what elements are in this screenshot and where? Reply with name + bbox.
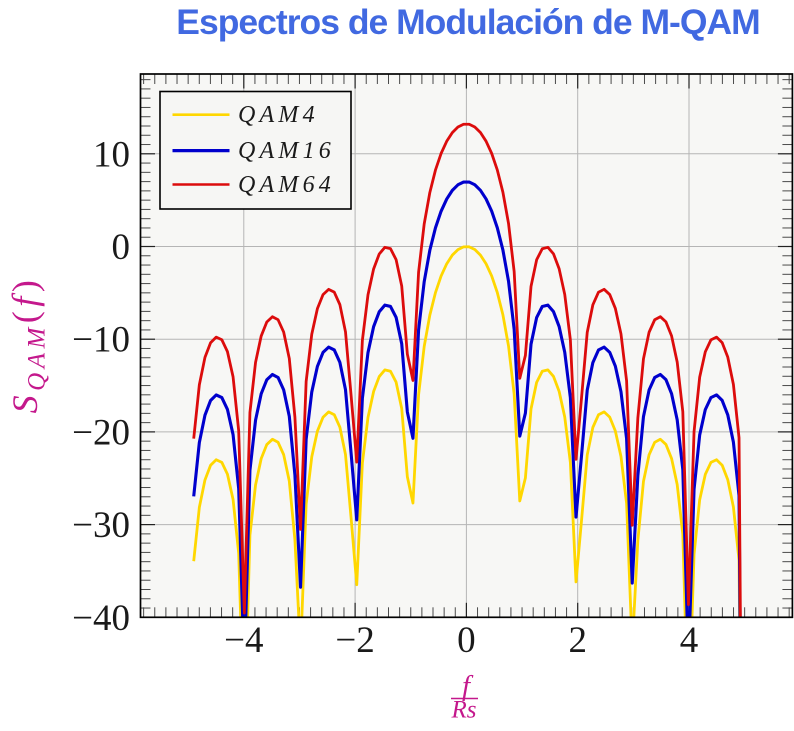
svg-text:−30: −30 [72, 505, 130, 546]
svg-text:10: 10 [93, 134, 130, 175]
svg-text:−40: −40 [72, 598, 130, 639]
svg-text:QAM64: QAM64 [238, 172, 335, 198]
svg-text:−10: −10 [72, 320, 130, 361]
svg-text:Rs: Rs [451, 697, 477, 724]
svg-text:QAM16: QAM16 [238, 138, 335, 164]
svg-text:0: 0 [112, 227, 131, 268]
svg-text:2: 2 [568, 620, 587, 661]
svg-text:4: 4 [680, 620, 699, 661]
svg-text:−4: −4 [224, 620, 263, 661]
svg-text:−20: −20 [72, 412, 130, 453]
svg-text:QAM4: QAM4 [238, 102, 319, 128]
svg-text:0: 0 [457, 620, 476, 661]
svg-text:−2: −2 [335, 620, 374, 661]
